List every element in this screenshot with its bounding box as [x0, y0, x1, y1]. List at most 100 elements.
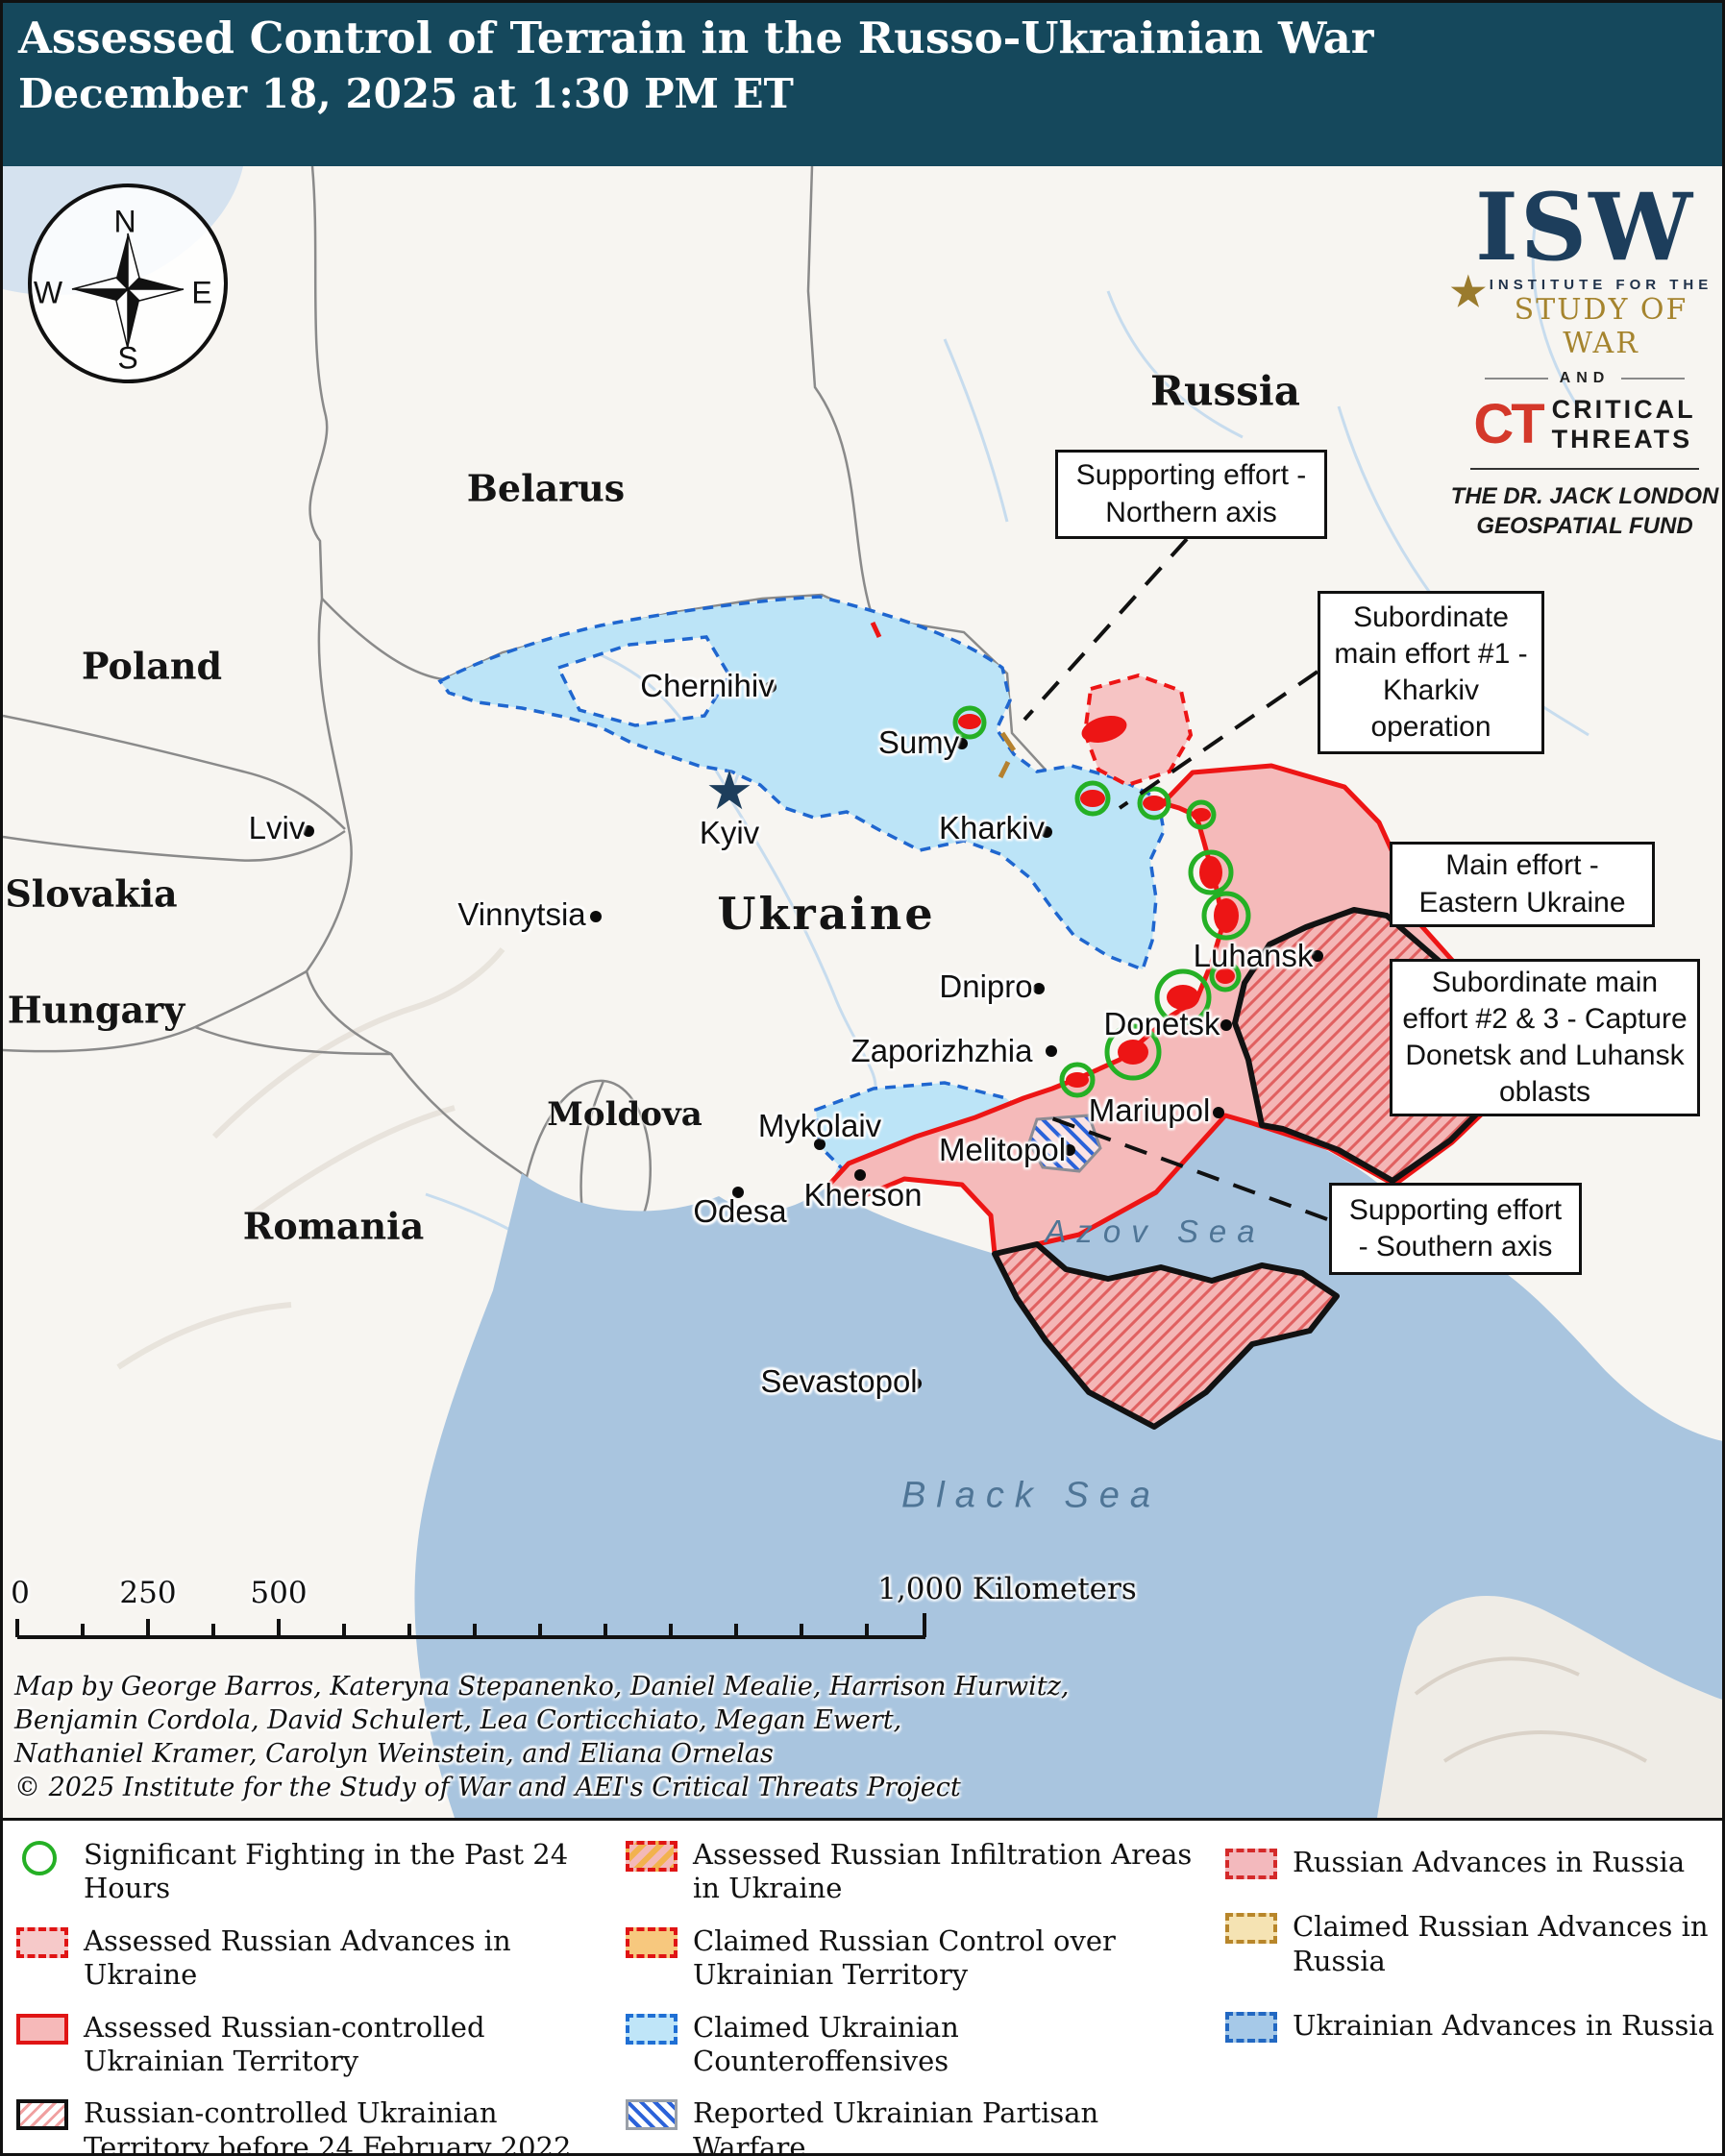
legend-label: Claimed Russian Advances in Russia: [1293, 1910, 1709, 1977]
country-label-ukraine: Ukraine: [717, 888, 936, 940]
and-rule-right: [1621, 378, 1686, 380]
city-dot-sevastopol: [910, 1378, 922, 1389]
country-borders: [3, 166, 1162, 1251]
legend-item-significant-fighting: Significant Fighting in the Past 24 Hour…: [16, 1838, 617, 1906]
legend-item-claimed-russian-advances-russia: Claimed Russian Advances in Russia: [1225, 1910, 1722, 1978]
legend-swatch-pre2022-territory: [16, 2099, 68, 2131]
geospatial-fund-line: THE DR. JACK LONDON GEOSPATIAL FUND: [1442, 481, 1722, 541]
page-title: Assessed Control of Terrain in the Russo…: [18, 12, 1374, 63]
logo-and-row: AND: [1442, 370, 1722, 387]
city-label-dnipro: Dnipro: [939, 968, 1033, 1004]
legend-swatch-russian-controlled: [16, 2013, 68, 2045]
legend-label: Claimed Ukrainian Counteroffensives: [693, 2010, 959, 2077]
legend-label: Reported Ukrainian Partisan Warfare: [693, 2096, 1099, 2156]
pre2022-crimea: [992, 1241, 1340, 1430]
compass-s: S: [117, 340, 138, 376]
sea-label-azov: Azov Sea: [1045, 1213, 1266, 1249]
city-label-vinnytsia: Vinnytsia: [457, 896, 586, 932]
callout-southern-axis: Supporting effort - Southern axis: [1329, 1183, 1582, 1275]
country-label-hungary: Hungary: [7, 988, 185, 1032]
city-dot-odesa: [732, 1187, 744, 1198]
city-dot-zaporizhzhia: [1046, 1045, 1057, 1057]
black-sea-shape: [414, 1115, 1722, 1818]
claimed-control-dashes: [870, 621, 1017, 779]
city-dot-chernihiv: [765, 681, 776, 693]
city-label-mariupol: Mariupol: [1088, 1092, 1211, 1128]
kyiv-capital-star-icon: ★: [704, 760, 754, 821]
partisan-patch-melitopol: [1027, 1114, 1102, 1173]
city-label-zaporizhzhia: Zaporizhzhia: [850, 1033, 1033, 1068]
legend-label: Significant Fighting in the Past 24 Hour…: [84, 1838, 569, 1905]
scale-label-500: 500: [250, 1576, 308, 1610]
isw-star-icon: ★: [1450, 268, 1489, 315]
callout-leader-lines: [1023, 537, 1328, 1221]
city-label-kherson: Kherson: [803, 1177, 923, 1213]
legend-column-2: Assessed Russian Infiltration Areas in U…: [626, 1838, 1214, 2156]
city-dot-luhansk: [1312, 950, 1323, 962]
legend-item-claimed-counteroffensives: Claimed Ukrainian Counteroffensives: [626, 2011, 1214, 2079]
legend-label: Assessed Russian-controlled Ukrainian Te…: [84, 2010, 485, 2077]
sea-label-black: Black Sea: [900, 1475, 1162, 1516]
legend-swatch-ukrainian-advances-russia: [1225, 2012, 1277, 2044]
callout-northern-axis: Supporting effort - Northern axis: [1055, 450, 1327, 539]
city-label-odesa: Odesa: [693, 1193, 787, 1229]
city-dot-sumy: [956, 738, 968, 749]
country-label-moldova: Moldova: [547, 1095, 702, 1134]
compass-rose: [28, 184, 228, 383]
isw-institute-line: INSTITUTE FOR THE: [1489, 277, 1713, 294]
critical-threats-text: CRITICAL THREATS: [1552, 395, 1696, 454]
city-dot-dnipro: [1033, 983, 1045, 994]
legend-label: Assessed Russian Advances in Ukraine: [84, 1923, 511, 1992]
isw-wordmark: ISW ★: [1442, 182, 1722, 312]
city-label-donetsk: Donetsk: [1103, 1006, 1220, 1041]
city-dot-donetsk: [1220, 1019, 1232, 1031]
city-label-melitopol: Melitopol: [938, 1132, 1067, 1167]
country-label-romania: Romania: [242, 1204, 425, 1248]
country-label-slovakia: Slovakia: [5, 871, 178, 916]
legend-item-infiltration-areas: Assessed Russian Infiltration Areas in U…: [626, 1838, 1214, 1906]
legend-label: Ukrainian Advances in Russia: [1293, 2009, 1714, 2043]
city-dot-lviv: [303, 825, 314, 837]
country-label-poland: Poland: [81, 644, 223, 688]
critical-threats-logo: CT CRITICAL THREATS: [1442, 393, 1722, 456]
city-dot-kharkiv: [1041, 826, 1052, 838]
city-label-luhansk: Luhansk: [1193, 938, 1314, 973]
city-label-kharkiv: Kharkiv: [938, 810, 1046, 845]
isw-text: ISW: [1474, 173, 1695, 282]
map-canvas: N E S W ISW ★ INSTITUTE FOR THE STUDY OF…: [3, 166, 1722, 1821]
title-bar: Assessed Control of Terrain in the Russo…: [3, 3, 1722, 166]
ct-monogram: CT: [1473, 393, 1544, 456]
country-label-russia: Russia: [1150, 367, 1300, 415]
city-dot-kherson: [854, 1169, 866, 1181]
legend-label: Russian-controlled Ukrainian Territory b…: [84, 2096, 572, 2156]
sumy-advance-patch: [1082, 673, 1194, 788]
fund-line2: GEOSPATIAL FUND: [1476, 513, 1693, 540]
legend-column-3: Russian Advances in Russia Claimed Russi…: [1225, 1838, 1722, 2044]
legend-swatch-significant-fighting: [22, 1841, 57, 1875]
scale-label-0: 0: [11, 1576, 30, 1610]
caucasus-land: [1377, 1595, 1722, 1818]
isw-ct-logo: ISW ★ INSTITUTE FOR THE STUDY OF WAR AND…: [1442, 182, 1722, 542]
country-label-belarus: Belarus: [466, 466, 626, 510]
compass-e: E: [191, 275, 212, 310]
legend-item-ukrainian-advances-russia: Ukrainian Advances in Russia: [1225, 2009, 1722, 2044]
and-text: AND: [1559, 370, 1611, 387]
legend-item-assessed-advances-ukraine: Assessed Russian Advances in Ukraine: [16, 1924, 617, 1993]
scale-label-1000: 1,000 Kilometers: [877, 1572, 1137, 1606]
city-dot-melitopol: [1064, 1144, 1075, 1156]
credits-line3: Nathaniel Kramer, Carolyn Weinstein, and…: [14, 1739, 774, 1769]
legend: Significant Fighting in the Past 24 Hour…: [3, 1821, 1722, 2156]
and-rule-left: [1484, 378, 1548, 380]
city-dot-vinnytsia: [590, 911, 602, 922]
callout-main-effort-east: Main effort - Eastern Ukraine: [1390, 842, 1655, 927]
city-label-sevastopol: Sevastopol: [760, 1363, 918, 1399]
fighting-circles: [952, 705, 1251, 1098]
scale-bar: [15, 1613, 926, 1639]
critical-line: CRITICAL: [1551, 395, 1696, 425]
city-label-lviv: Lviv: [248, 810, 306, 845]
russian-advance-marks: [958, 714, 1239, 1088]
legend-column-1: Significant Fighting in the Past 24 Hour…: [16, 1838, 617, 2156]
legend-item-partisan-warfare: Reported Ukrainian Partisan Warfare: [626, 2096, 1214, 2156]
page-subtitle-date: December 18, 2025 at 1:30 PM ET: [18, 70, 794, 117]
